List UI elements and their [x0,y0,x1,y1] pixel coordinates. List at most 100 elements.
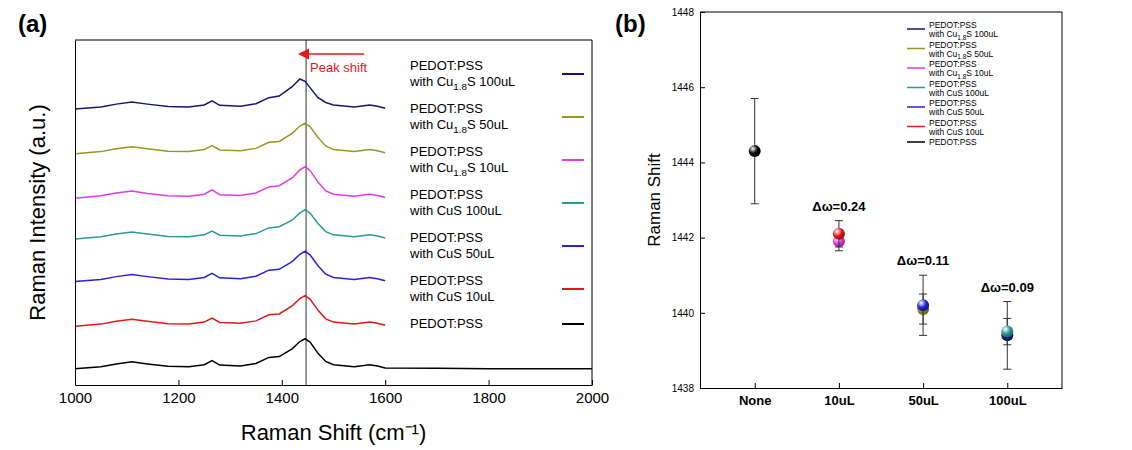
spectrum-line [75,79,385,109]
annotation: Peak shift [310,60,367,75]
tick: None [739,383,772,408]
text-part: S 100uL [467,74,515,89]
legend-swatch [907,106,925,108]
annotation-arrow [300,53,364,55]
spectrum-line [75,123,385,153]
axis-line [700,13,701,389]
text-part: with CuS 50uL [409,246,495,261]
tick-mark [1007,383,1008,388]
legend-swatch [562,323,584,325]
text-part: S 10uL [966,68,993,78]
tick-label: None [739,393,772,408]
error-bar-cap [751,98,759,99]
tick: 100uL [989,383,1027,408]
subscript: 1.8 [453,81,467,92]
legend-label: PEDOT:PSSwith CuS 10uL [928,118,985,137]
tick: 50uL [908,383,938,408]
text-part: with CuS 50uL [928,107,985,117]
text-part: with Cu [928,29,958,39]
text-part: PEDOT:PSS [410,273,483,288]
frame-right [1062,12,1063,388]
plot-area [75,40,592,385]
error-bar-cap [919,275,927,276]
text-part: PEDOT:PSS [410,187,483,202]
panel-line: 100012001400160018002000(a)Raman Shift (… [18,10,609,445]
tick-mark [700,87,705,88]
legend-swatch [907,48,925,50]
tick-mark [178,380,179,385]
subscript: 1.8 [453,167,467,178]
tick-label: 1600 [369,389,402,406]
tick-mark [755,383,756,388]
text-part: PEDOT:PSS [410,144,483,159]
point [749,145,761,157]
tick-label: 50uL [908,393,938,408]
tick-mark [385,380,386,385]
legend-label: PEDOT:PSSwith Cu1.8S 50uL [928,40,993,61]
panel-label: (a) [18,10,47,37]
point [917,299,929,311]
legend-swatch [907,126,925,128]
annotation: Δω=0.09 [981,280,1034,295]
legend-swatch [907,28,925,30]
legend-swatch [562,288,584,290]
spectrum-line [75,339,592,369]
tick-mark [923,383,924,388]
text-part: with Cu [928,49,958,59]
spectrum-line [75,210,385,239]
legend-swatch [562,116,584,118]
legend-label: PEDOT:PSSwith Cu1.8S 10uL [928,59,993,80]
spectrum-line [75,167,385,199]
tick: 1440 [672,308,705,319]
x-axis: 100012001400160018002000 [59,380,609,406]
text-part: with Cu [928,68,958,78]
legend-swatch [907,67,925,69]
legend-swatch [562,73,584,75]
tick: 1800 [472,380,505,406]
text-part: S 10uL [467,160,508,175]
tick: 1400 [266,380,299,406]
legend-swatch [562,245,584,247]
tick-label: 1448 [672,7,695,18]
spectrum-line [75,296,385,326]
reference-line [305,40,306,385]
plot-area [749,98,1014,369]
error-bar-cap [919,335,927,336]
legend: PEDOT:PSSwith Cu1.8S 100uLPEDOT:PSSwith … [409,58,584,331]
error-bar-cap [751,203,759,204]
legend-label: PEDOT:PSS [929,137,977,147]
error-bar-cap [835,247,843,248]
tick-mark [700,238,705,239]
text-part: PEDOT:PSS [410,316,483,331]
error-bar-cap [1003,369,1011,370]
point [1001,326,1013,338]
text-part: with Cu [409,160,453,175]
tick-label: 1000 [59,389,92,406]
legend-swatch [562,202,584,204]
tick-label: 1200 [162,389,195,406]
text-part: S 100uL [966,29,998,39]
legend-label: PEDOT:PSSwith Cu1.8S 100uL [409,58,515,92]
error-bar-cap [835,220,843,221]
text-part: with CuS 100uL [409,203,502,218]
point [833,228,845,240]
tick: 10uL [824,383,854,408]
text-part: with CuS 10uL [928,127,985,137]
text-part: with Cu [409,74,453,89]
legend-swatch [562,159,584,161]
tick-label: 1446 [672,82,695,93]
tick-label: 1442 [672,232,695,243]
annotation: Δω=0.11 [897,253,950,268]
legend: PEDOT:PSSwith Cu1.8S 100uLPEDOT:PSSwith … [907,20,998,147]
panel-scatter: None10uL50uL100uL14381440144214441446144… [615,7,1063,409]
y-axis: 143814401442144414461448 [672,7,705,394]
x-axis-title: Raman Shift (cm⁻¹) [241,420,426,445]
axis-line [75,41,76,386]
legend-label: PEDOT:PSSwith CuS 100uL [409,187,502,218]
text-part: PEDOT:PSS [929,137,977,147]
tick: 1600 [369,380,402,406]
tick-mark [700,162,705,163]
tick-label: 1444 [672,157,695,168]
tick-label: 1400 [266,389,299,406]
legend-label: PEDOT:PSSwith CuS 50uL [928,98,985,117]
